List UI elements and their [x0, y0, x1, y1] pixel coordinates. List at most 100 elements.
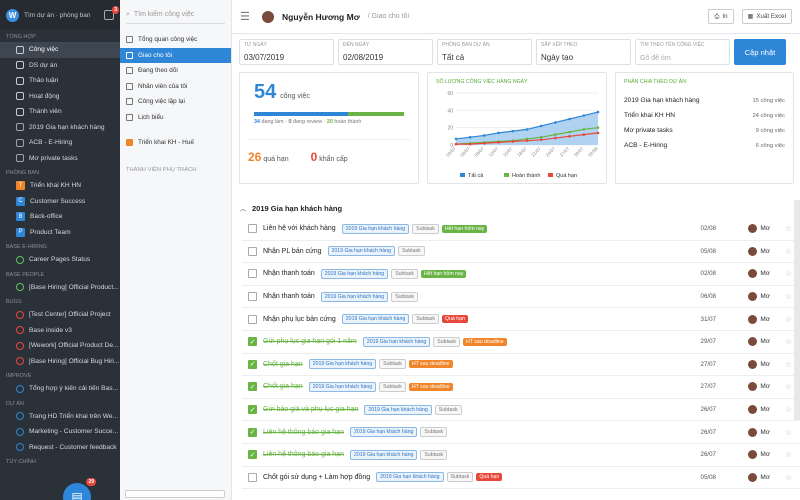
export-excel-button[interactable]: ▦ Xuất Excel: [741, 9, 792, 24]
workspace-switcher[interactable]: Tìm dự án · phòng ban: [24, 11, 91, 19]
task-name[interactable]: Liên hệ thông báo gia hạn: [263, 451, 344, 459]
task-name[interactable]: Chốt gói sử dụng + Làm hợp đồng: [263, 473, 371, 481]
task-row[interactable]: Chốt gói sử dụng + Làm hợp đồng 2019 Gia …: [242, 467, 800, 490]
department-select[interactable]: Phòng ban dự án Tất cả: [437, 39, 532, 65]
project-tag[interactable]: 2019 Gia hạn khách hàng: [364, 404, 432, 415]
assignee[interactable]: Mơ: [748, 405, 770, 415]
sidebar-item[interactable]: 2019 Gia hạn khách hàng: [0, 120, 120, 136]
sidebar-item[interactable]: Trang HD Triển khai trên We...: [0, 409, 120, 425]
task-row[interactable]: Nhận PL bản cứng 2019 Gia hạn khách hàng S…: [242, 241, 800, 264]
filter-item[interactable]: Tổng quan công việc: [120, 32, 231, 48]
sidebar-item[interactable]: P Product Team: [0, 225, 120, 241]
distribution-row[interactable]: ACB - E-Hiring 6 công việc: [616, 138, 793, 153]
star-icon[interactable]: ☆: [784, 405, 792, 415]
task-checkbox[interactable]: [248, 269, 257, 279]
sidebar-item[interactable]: B Back-office: [0, 209, 120, 225]
star-icon[interactable]: ☆: [784, 427, 792, 437]
task-search[interactable]: ⌕ Tìm kiếm công việc: [126, 6, 225, 24]
sidebar-item[interactable]: Mơ private tasks: [0, 151, 120, 167]
filter-item[interactable]: Đang theo dõi: [120, 63, 231, 79]
sidebar-item[interactable]: C Customer Success: [0, 194, 120, 210]
project-tag[interactable]: 2019 Gia hạn khách hàng: [341, 314, 410, 325]
distribution-row[interactable]: Triển khai KH HN 24 công việc: [616, 108, 793, 123]
project-tag[interactable]: 2019 Gia hạn khách hàng: [376, 472, 444, 483]
project-tag[interactable]: 2019 Gia hạn khách hàng: [308, 381, 377, 392]
filter-item[interactable]: Nhân viên của tôi: [120, 79, 231, 95]
task-checkbox[interactable]: [248, 292, 257, 302]
to-date-field[interactable]: Đến ngày 02/08/2019: [338, 39, 433, 65]
assignee[interactable]: Mơ: [748, 337, 770, 347]
project-tag[interactable]: 2019 Gia hạn khách hàng: [320, 268, 389, 279]
task-row[interactable]: Nhận thanh toán 2019 Gia hạn khách hàng Su…: [242, 286, 800, 309]
task-checkbox[interactable]: [248, 246, 257, 256]
assignee[interactable]: Mơ: [748, 246, 770, 256]
star-icon[interactable]: ☆: [784, 292, 792, 302]
task-row[interactable]: ✓ Gửi báo giá và phụ lục gia hạn 2019 Gia …: [242, 399, 800, 422]
project-tag[interactable]: 2019 Gia hạn khách hàng: [341, 223, 410, 234]
distribution-row[interactable]: Mơ private tasks 9 công việc: [616, 123, 793, 138]
sidebar-item[interactable]: Thảo luận: [0, 73, 120, 89]
task-group-header[interactable]: ︿ 2019 Gia hạn khách hàng: [232, 198, 800, 218]
star-icon[interactable]: ☆: [784, 382, 792, 392]
task-checkbox[interactable]: ✓: [248, 427, 257, 437]
star-icon[interactable]: ☆: [784, 450, 792, 460]
task-name[interactable]: Nhận phụ lục bản cứng: [263, 315, 336, 323]
project-tag[interactable]: 2019 Gia hạn khách hàng: [320, 291, 389, 302]
assignee[interactable]: Mơ: [748, 450, 770, 460]
task-name-search-field[interactable]: Tìm theo tên công việc Gõ để tìm: [635, 39, 730, 65]
from-date-field[interactable]: Từ ngày 03/07/2019: [239, 39, 334, 65]
task-row[interactable]: ✓ Gửi phụ lục gia hạn gói 1 năm 2019 Gia h…: [242, 331, 800, 354]
star-icon[interactable]: ☆: [784, 314, 792, 324]
task-name[interactable]: Nhận thanh toán: [263, 293, 315, 301]
star-icon[interactable]: ☆: [784, 246, 792, 256]
sidebar-item[interactable]: T Triển khai KH HN: [0, 178, 120, 194]
sidebar-item[interactable]: [Base Hiring] Official Product...: [0, 280, 120, 296]
assignee[interactable]: Mơ: [748, 224, 770, 234]
sidebar-item[interactable]: [Wework] Official Product De...: [0, 338, 120, 354]
task-name[interactable]: Liên hệ thông báo gia hạn: [263, 428, 344, 436]
sidebar-item[interactable]: Thành viên: [0, 104, 120, 120]
task-row[interactable]: ✓ Chốt gia hạn 2019 Gia hạn khách hàng Subt…: [242, 376, 800, 399]
assignee[interactable]: Mơ: [748, 359, 770, 369]
filter-item[interactable]: Công việc lặp lại: [120, 94, 231, 110]
task-checkbox[interactable]: ✓: [248, 405, 257, 415]
sidebar-item[interactable]: [Test Center] Official Project: [0, 307, 120, 323]
quick-task-button[interactable]: ▤ 29: [63, 478, 96, 500]
distribution-row[interactable]: 2019 Gia hạn khách hàng 15 công việc: [616, 93, 793, 108]
task-name[interactable]: Gửi báo giá và phụ lục gia hạn: [263, 406, 359, 414]
project-tag[interactable]: 2019 Gia hạn khách hàng: [349, 449, 418, 460]
sidebar-item[interactable]: Công việc: [0, 42, 120, 58]
task-name[interactable]: Nhận PL bản cứng: [263, 247, 322, 255]
task-checkbox[interactable]: ✓: [248, 382, 257, 392]
assignee[interactable]: Mơ: [748, 382, 770, 392]
task-row[interactable]: ✓ Liên hệ thông báo gia hạn 2019 Gia hạn k…: [242, 421, 800, 444]
menu-icon[interactable]: ☰: [240, 11, 250, 23]
project-tag[interactable]: 2019 Gia hạn khách hàng: [349, 427, 418, 438]
task-name[interactable]: Chốt gia hạn: [263, 383, 303, 391]
notification-bell-icon[interactable]: 3: [104, 6, 119, 20]
sidebar-item[interactable]: DS dự án: [0, 58, 120, 74]
workspace-header[interactable]: W Tìm dự án · phòng ban 3: [0, 0, 120, 30]
sidebar-item[interactable]: Marketing - Customer Succe...: [0, 424, 120, 440]
star-icon[interactable]: ☆: [784, 224, 792, 234]
star-icon[interactable]: ☆: [784, 472, 792, 482]
task-row[interactable]: Nhận thanh toán 2019 Gia hạn khách hàng Su…: [242, 263, 800, 286]
update-button[interactable]: Cập nhật: [734, 39, 786, 65]
filter-project-item[interactable]: Triển khai KH - Huế: [120, 135, 231, 151]
project-tag[interactable]: 2019 Gia hạn khách hàng: [362, 336, 431, 347]
sidebar-item[interactable]: Tổng hợp ý kiến cải tiến Bas...: [0, 381, 120, 397]
star-icon[interactable]: ☆: [784, 359, 792, 369]
task-row[interactable]: ✓ Liên hệ thông báo gia hạn 2019 Gia hạn k…: [242, 444, 800, 467]
sidebar-item[interactable]: Career Pages Status: [0, 252, 120, 268]
task-search-input[interactable]: Tìm kiếm công việc: [133, 11, 195, 18]
task-row[interactable]: ✓ Chốt gia hạn 2019 Gia hạn khách hàng Subt…: [242, 354, 800, 377]
task-name[interactable]: Gửi phụ lục gia hạn gói 1 năm: [263, 338, 357, 346]
sidebar-item[interactable]: Base inside v3: [0, 323, 120, 339]
assignee[interactable]: Mơ: [748, 472, 770, 482]
assignee[interactable]: Mơ: [748, 427, 770, 437]
task-name[interactable]: Liên hệ với khách hàng: [263, 225, 336, 233]
task-name[interactable]: Chốt gia hạn: [263, 360, 303, 368]
sidebar-item[interactable]: ACB - E-Hiring: [0, 135, 120, 151]
task-checkbox[interactable]: ✓: [248, 450, 257, 460]
assignee[interactable]: Mơ: [748, 269, 770, 279]
